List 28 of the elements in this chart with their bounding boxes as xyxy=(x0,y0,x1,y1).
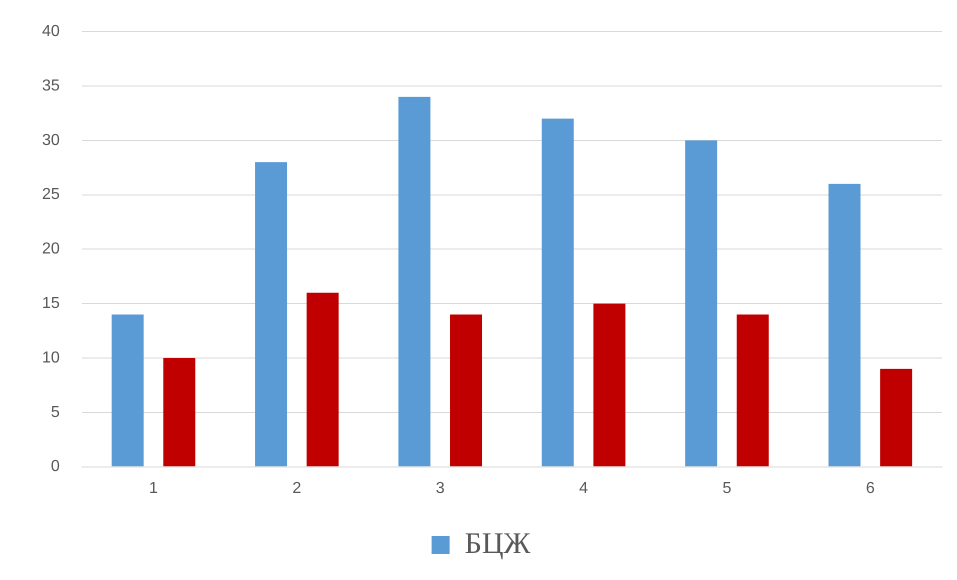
x-tick-label: 1 xyxy=(149,480,158,497)
legend-label: БЦЖ xyxy=(464,526,531,560)
x-tick-label: 4 xyxy=(579,480,588,497)
y-tick-label: 30 xyxy=(42,132,60,149)
bar xyxy=(255,162,288,466)
y-tick-label: 20 xyxy=(42,240,60,258)
x-tick-label: 6 xyxy=(866,480,875,497)
bar xyxy=(542,118,574,466)
bar xyxy=(685,140,718,466)
bar xyxy=(112,314,144,466)
bar xyxy=(163,358,196,466)
bar xyxy=(306,292,339,466)
y-tick-label: 5 xyxy=(50,404,60,421)
bar xyxy=(828,184,861,466)
y-tick-label: 25 xyxy=(42,186,60,204)
x-tick-label: 5 xyxy=(722,480,732,497)
bar xyxy=(593,304,626,466)
bar xyxy=(736,314,769,466)
y-tick-label: 0 xyxy=(50,458,60,476)
y-tick-label: 10 xyxy=(42,349,60,366)
bar xyxy=(450,314,482,466)
y-tick-label: 40 xyxy=(42,23,60,40)
bar xyxy=(398,96,430,466)
y-tick-label: 35 xyxy=(42,77,60,94)
x-tick-label: 3 xyxy=(436,480,445,497)
y-tick-label: 15 xyxy=(42,295,60,312)
x-tick-label: 2 xyxy=(292,480,302,497)
bar xyxy=(880,368,912,466)
